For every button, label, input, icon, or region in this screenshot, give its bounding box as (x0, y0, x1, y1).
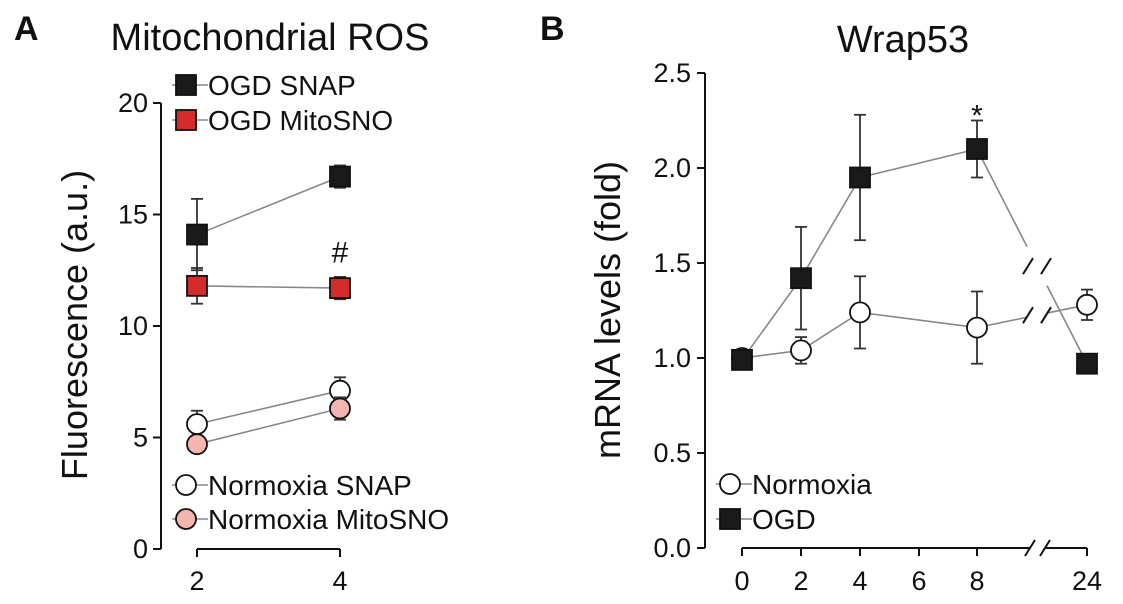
panel-b-y-axis-label: mRNA levels (fold) (587, 161, 628, 459)
panel-b-data-point (1076, 352, 1098, 375)
panel-a-data-point (329, 277, 351, 299)
panel-a-series-3 (186, 396, 351, 456)
panel-a-title: Mitochondrial ROS (111, 17, 430, 59)
panel-a-series-line (196, 389, 341, 425)
panel-a-series-line (196, 285, 341, 289)
panel-b-series-line-after-break (1046, 285, 1088, 365)
panel-a-y-axis-label: Fluorescence (a.u.) (54, 170, 95, 480)
panel-b-series-0 (731, 275, 1098, 369)
panel-a-annotations: # (332, 236, 349, 269)
panel-a-legend: OGD SNAP OGD MitoSNO Normoxia SNAPNormoxia… (172, 70, 449, 535)
panel-b-annotation: * (971, 99, 983, 132)
panel-b-legend-marker (719, 508, 741, 530)
panel-b-legend: Normoxia OGD (716, 469, 872, 535)
panel-b-series-1 (731, 113, 1098, 375)
panel-a-legend-marker (175, 508, 197, 530)
panel-a-series-2 (186, 376, 351, 439)
panel-a-legend-label: Normoxia MitoSNO (208, 504, 449, 535)
panel-b-legend-label: Normoxia (752, 469, 872, 500)
panel-a-data-point (186, 223, 208, 246)
panel-a-x-tick-label: 4 (332, 566, 347, 596)
panel-a-y-tick-label: 15 (118, 200, 148, 230)
panel-b-data-point (966, 316, 988, 339)
panel-b-ticks: 0.00.51.01.52.02.50 2 4 6 8 24 (653, 58, 1102, 596)
panel-b: B Wrap53 mRNA levels (fold) 0.0 0.5 1.0 1.5… (540, 10, 1102, 596)
panel-b-series-break-mark (1040, 257, 1052, 275)
panel-a-y-tick-label: 20 (118, 88, 148, 118)
panel-a-y-tick-label: 5 (133, 423, 148, 453)
panel-a-data-point (186, 274, 208, 297)
panel-b-y-tick-label: 1.5 (653, 248, 691, 278)
panel-a-y-tick-label: 0 (133, 534, 148, 564)
panel-a-data-point (329, 165, 351, 188)
panel-a-legend-label: OGD SNAP (208, 70, 356, 101)
panel-b-x-tick-label: 6 (911, 566, 926, 596)
panel-b-x-tick-label: 0 (734, 566, 749, 596)
panel-b-x-axis-break-mark (1024, 539, 1036, 557)
panel-a-annotation: # (332, 236, 349, 269)
panel-a-y-tick-label: 10 (118, 311, 148, 341)
panel-b-data-point (1076, 293, 1098, 316)
panel-b-y-tick-label: 2.5 (653, 58, 691, 88)
panel-b-data-point (849, 301, 871, 324)
panel-a-data-point (186, 413, 208, 436)
panel-b-series-break-mark (1040, 306, 1052, 324)
panel-a-ticks: 0 5 10 15 20 2 4 (118, 88, 348, 596)
panel-a-legend-label: Normoxia SNAP (208, 470, 412, 501)
panel-a-series-1 (186, 267, 351, 305)
panel-b-x-tick-label: 4 (852, 566, 867, 596)
panel-a-x-tick-label: 2 (189, 566, 204, 596)
panel-b-x-tick-label: 2 (793, 566, 808, 596)
panel-b-series-break-mark (1022, 257, 1034, 275)
panel-b-annotations: * (971, 99, 983, 132)
panel-b-letter: B (540, 10, 565, 48)
panel-b-y-tick-label: 0.5 (653, 438, 691, 468)
panel-b-series-line-to-break (976, 148, 1028, 247)
panel-b-data-point (849, 166, 871, 189)
panel-a-legend-marker (175, 109, 197, 131)
panel-a-legend-label: OGD MitoSNO (208, 105, 393, 136)
panel-a-legend-marker (175, 474, 197, 496)
panel-b-y-tick-label: 0.0 (653, 533, 691, 563)
panel-b-data-point (790, 267, 812, 290)
panel-b-legend-marker (719, 473, 741, 495)
panel-b-series (731, 113, 1098, 375)
panel-a-data-point (329, 397, 351, 420)
panel-a-letter: A (14, 10, 39, 48)
panel-b-data-point (790, 339, 812, 362)
panel-b-series-line (741, 148, 978, 361)
panel-b-x-axis-break-mark (1039, 539, 1051, 557)
panel-a-series-line (196, 407, 341, 445)
panel-a-legend-marker (175, 74, 197, 96)
panel-b-data-point (966, 138, 988, 160)
panel-b-title: Wrap53 (837, 19, 969, 61)
panel-b-y-tick-label: 2.0 (653, 153, 691, 183)
panel-a-data-point (186, 433, 208, 456)
panel-b-x-tick-label: 24 (1072, 566, 1102, 596)
panel-a-series-0 (186, 164, 351, 272)
panel-a: A Mitochondrial ROS Fluorescence (a.u.) … (14, 10, 449, 596)
panel-b-legend-label: OGD (752, 504, 816, 535)
panel-b-y-tick-label: 1.0 (653, 343, 691, 373)
panel-b-series-line (741, 311, 978, 359)
panel-b-axes (704, 73, 1087, 557)
panel-b-data-point (731, 348, 753, 371)
panel-a-series-line (196, 175, 341, 236)
panel-b-series-break-mark (1022, 306, 1034, 324)
panel-b-x-tick-label: 8 (969, 566, 984, 596)
panel-a-series (186, 164, 351, 456)
